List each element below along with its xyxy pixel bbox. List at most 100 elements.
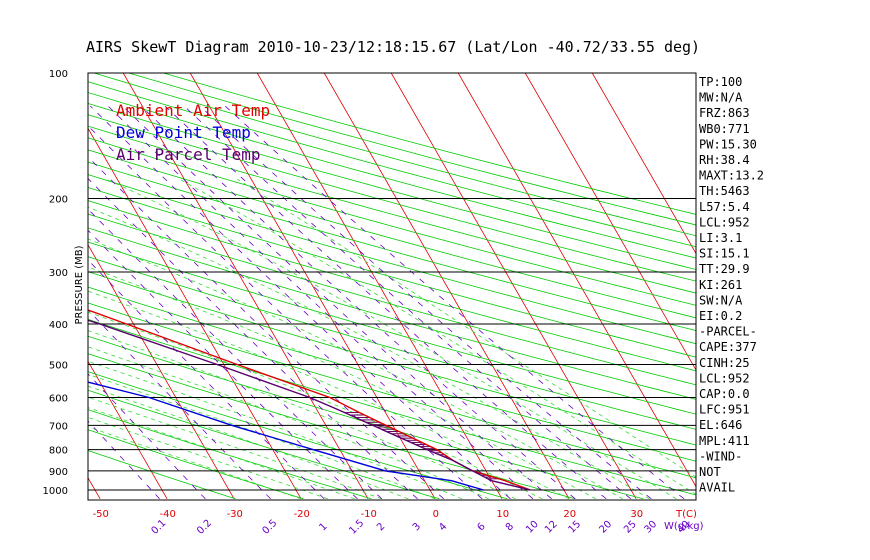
isotherm-line — [256, 73, 503, 500]
mixing-ratio-line — [88, 208, 383, 500]
moist-adiabat-line — [88, 266, 597, 500]
sounding-index-label: MPL:411 — [699, 434, 750, 448]
isotherm-line — [323, 73, 570, 500]
pressure-tick-label: 800 — [49, 446, 68, 457]
bottom-temp-tick-label: -40 — [160, 509, 176, 520]
pressure-tick-label: 100 — [49, 69, 68, 80]
mixing-ratio-line — [88, 178, 418, 500]
pressure-tick-label: 500 — [49, 360, 68, 371]
pressure-tick-label: 600 — [49, 393, 68, 404]
legend-ambient-temp: Ambient Air Temp — [116, 101, 270, 120]
moist-adiabat-line — [88, 407, 355, 500]
sounding-index-label: EI:0.2 — [699, 309, 742, 323]
moist-adiabat-line — [88, 385, 409, 500]
isotherm-line — [0, 73, 33, 499]
dry-adiabat-line — [88, 125, 696, 294]
sounding-index-label: LFC:951 — [699, 403, 750, 417]
dry-adiabat-line — [88, 200, 696, 372]
sounding-index-label: CAP:0.0 — [699, 387, 750, 401]
sounding-index-label: RH:38.4 — [699, 153, 750, 167]
moist-adiabat-line — [88, 311, 543, 500]
pressure-tick-label: 400 — [49, 320, 68, 331]
moist-adiabat-line — [88, 206, 650, 500]
bottom-temp-tick-label: 0 — [433, 509, 439, 520]
dry-adiabat-line — [88, 81, 696, 248]
legend-dew-point-temp: Dew Point Temp — [116, 123, 251, 142]
chart-title: AIRS SkewT Diagram 2010-10-23/12:18:15.6… — [86, 38, 700, 56]
dry-adiabat-line — [88, 256, 696, 430]
dry-adiabat-line — [88, 114, 696, 282]
dry-adiabat-line — [88, 318, 696, 496]
sounding-index-label: EL:646 — [699, 418, 742, 432]
dry-adiabat-line — [88, 137, 696, 306]
moist-adiabat-line — [88, 360, 463, 500]
mixing-ratio-tick-label: 30 — [643, 519, 660, 536]
dry-adiabat-line — [88, 103, 696, 270]
mixing-ratio-tick-label: 1.5 — [347, 518, 366, 537]
mixing-ratio-tick-label: 25 — [622, 519, 639, 536]
mixing-ratio-tick-label: 1 — [317, 521, 329, 533]
sounding-index-label: CINH:25 — [699, 356, 750, 370]
dry-adiabat-line — [88, 227, 696, 400]
sounding-index-label: MAXT:13.2 — [699, 169, 764, 183]
moist-adiabat-line — [88, 330, 516, 500]
mixing-ratio-tick-label: 3 — [411, 521, 423, 533]
mixing-ratio-tick-label: 0.5 — [261, 518, 280, 537]
isotherm-line — [88, 477, 101, 500]
dry-adiabat-line — [88, 409, 372, 500]
dry-adiabat-line — [88, 186, 696, 358]
dry-adiabat-line — [88, 286, 696, 462]
sounding-index-label: MW:N/A — [699, 91, 743, 105]
bottom-temp-tick-label: -30 — [227, 509, 243, 520]
isotherm-line — [189, 73, 436, 500]
pressure-tick-label: 200 — [49, 195, 68, 206]
mixing-ratio-tick-label: 6 — [476, 521, 488, 533]
parcel-temp-trace — [88, 319, 531, 491]
pressure-tick-label: 1000 — [43, 486, 68, 497]
dry-adiabat-line — [88, 302, 696, 479]
mixing-ratio-line — [107, 105, 534, 500]
mixing-ratio-tick-label: 15 — [566, 519, 583, 536]
sounding-index-label: -WIND- — [699, 449, 742, 463]
dry-adiabat-line — [88, 450, 236, 500]
isotherm-line — [524, 73, 696, 371]
sounding-index-label: TH:5463 — [699, 184, 750, 198]
bottom-temp-tick-label: 20 — [563, 509, 576, 520]
isotherm-line — [591, 73, 696, 255]
moist-adiabat-line — [88, 373, 436, 500]
mixing-ratio-line — [122, 105, 552, 500]
isotherm-line — [457, 73, 696, 488]
bottom-axis-unit-label: T(C) — [675, 509, 697, 520]
pressure-tick-label: 700 — [49, 421, 68, 432]
sounding-index-label: NOT — [699, 465, 721, 479]
isotherm-line — [88, 127, 302, 500]
sounding-index-label: FRZ:863 — [699, 106, 750, 120]
sounding-index-label: LCL:952 — [699, 371, 750, 385]
mixing-ratio-tick-label: 0.1 — [149, 518, 168, 537]
dry-adiabat-line — [88, 429, 304, 500]
mixing-ratio-line — [90, 105, 511, 500]
bottom-temp-tick-label: -10 — [361, 509, 377, 520]
moist-adiabat-line — [106, 179, 677, 500]
mixing-ratio-line — [88, 125, 483, 500]
sounding-index-label: LCL:952 — [699, 215, 750, 229]
y-axis-label: PRESSURE (MB) — [74, 245, 85, 324]
mixing-ratio-tick-label: 0.2 — [195, 518, 214, 537]
pressure-tick-label: 900 — [49, 467, 68, 478]
dry-adiabat-line — [88, 271, 696, 446]
mixing-ratio-line — [88, 373, 206, 500]
isotherm-line — [122, 73, 369, 500]
mixing-ratio-line — [140, 105, 576, 500]
mixing-ratio-unit-label: W(g/kg) — [664, 521, 704, 532]
sounding-index-label: AVAIL — [699, 481, 735, 495]
sounding-index-label: -PARCEL- — [699, 325, 757, 339]
dry-adiabat-line — [88, 149, 696, 319]
dry-adiabat-line — [163, 73, 696, 215]
sounding-index-label: TT:29.9 — [699, 262, 750, 276]
sounding-index-label: CAPE:377 — [699, 340, 757, 354]
mixing-ratio-line — [88, 259, 325, 500]
dry-adiabat-line — [88, 241, 696, 415]
moist-adiabat-line — [88, 290, 570, 500]
mixing-ratio-line — [224, 105, 685, 500]
